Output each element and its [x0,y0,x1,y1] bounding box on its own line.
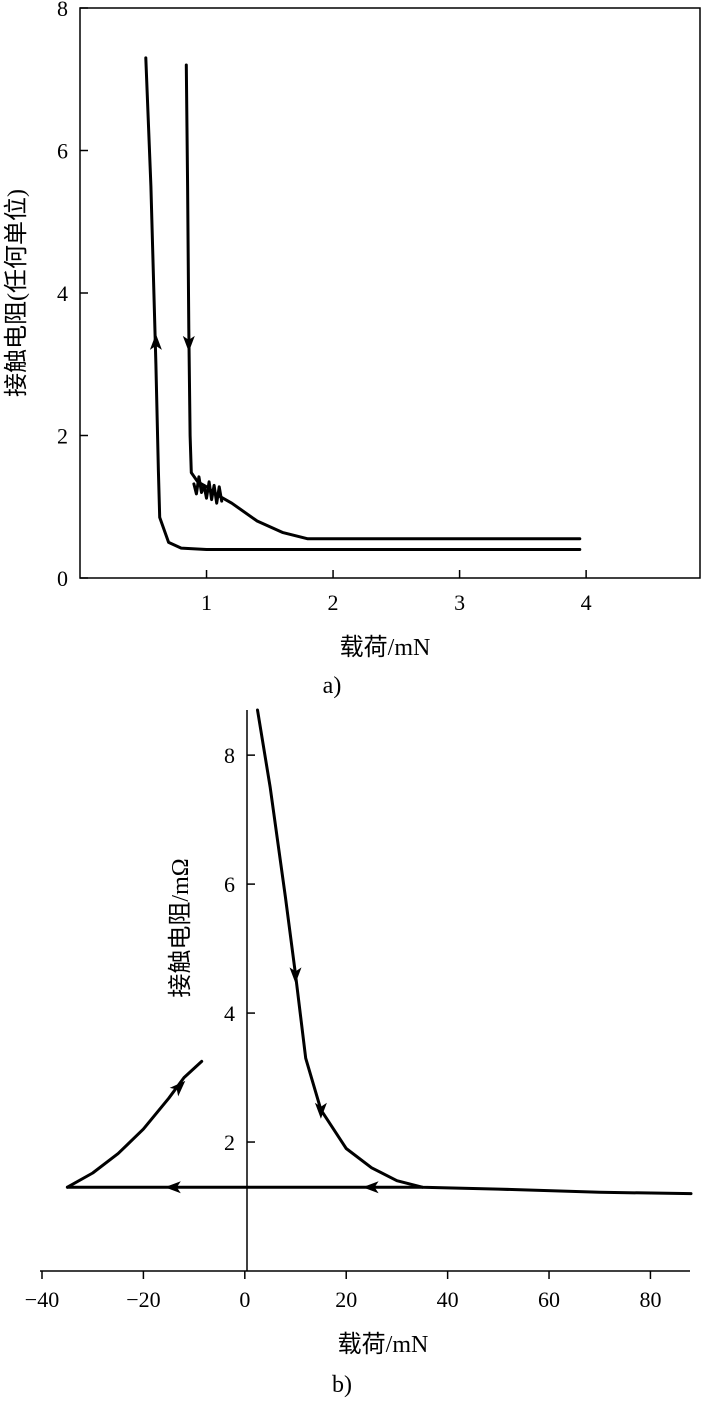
chart-a-series [144,56,582,551]
chart-b-series-3-arrow [169,1080,186,1097]
chart-a-series-1-arrow [149,333,162,350]
chart-b-series-1-arrow [314,1102,327,1119]
chart-b-x-tick-label: 80 [639,1287,661,1312]
chart-a-x-tick-label: 3 [454,590,465,615]
chart-a-x-tick-label: 1 [201,590,212,615]
chart-a-ylabel: 接触电阻(任何单位) [3,189,30,397]
chart-b-y-tick-label: 4 [224,1001,235,1026]
chart-b-y-tick-label: 6 [224,872,235,897]
chart-a-ticks: 1 2 3 4 0 2 4 6 8 [57,0,592,615]
chart-a-y-tick-label: 8 [57,0,68,21]
chart-a-x-tick-label: 4 [581,590,592,615]
chart-b-x-tick-label: 0 [239,1287,250,1312]
chart-b-series-3-line [65,1059,204,1189]
chart-a-series-1-line [144,56,582,551]
chart-b-series-1-line [256,708,693,1196]
chart-b-x-tick-label: 40 [437,1287,459,1312]
chart-b-series [65,708,693,1196]
chart-a-y-tick-label: 0 [57,566,68,591]
chart-b: −40 −20 0 20 40 60 80 2 4 6 8 载荷/mN 接触电阻/mΩ b) [25,708,693,1398]
chart-b-series-1-arrow [289,967,302,984]
chart-b-y-tick-label: 8 [224,743,235,768]
chart-a-series-2-jitter [192,475,224,505]
chart-b-ticks: −40 −20 0 20 40 60 80 2 4 6 8 [25,743,662,1312]
chart-a: 1 2 3 4 0 2 4 6 8 载荷/mN 接触电阻(任何单位) a) [3,0,701,699]
chart-a-y-tick-label: 2 [57,424,68,449]
chart-b-x-tick-label: 20 [335,1287,357,1312]
chart-b-y-tick-label: 2 [224,1130,235,1155]
chart-b-series-2-arrow [362,1181,379,1194]
chart-a-x-tick-label: 2 [328,590,339,615]
chart-a-series-2-arrow [182,335,195,352]
chart-b-x-tick-label: −20 [126,1287,160,1312]
chart-b-ylabel: 接触电阻/mΩ [167,858,194,997]
chart-a-frame [79,7,701,579]
chart-a-caption: a) [323,673,342,699]
chart-a-xlabel: 载荷/mN [340,634,431,661]
chart-a-y-tick-label: 6 [57,139,68,164]
chart-b-x-tick-label: −40 [25,1287,59,1312]
chart-b-series-2-arrow [164,1181,181,1194]
chart-b-caption: b) [332,1372,352,1398]
chart-b-xlabel: 载荷/mN [338,1331,429,1358]
chart-a-y-tick-label: 4 [57,281,68,306]
chart-b-x-tick-label: 60 [538,1287,560,1312]
chart-a-series-2-line [184,63,582,541]
